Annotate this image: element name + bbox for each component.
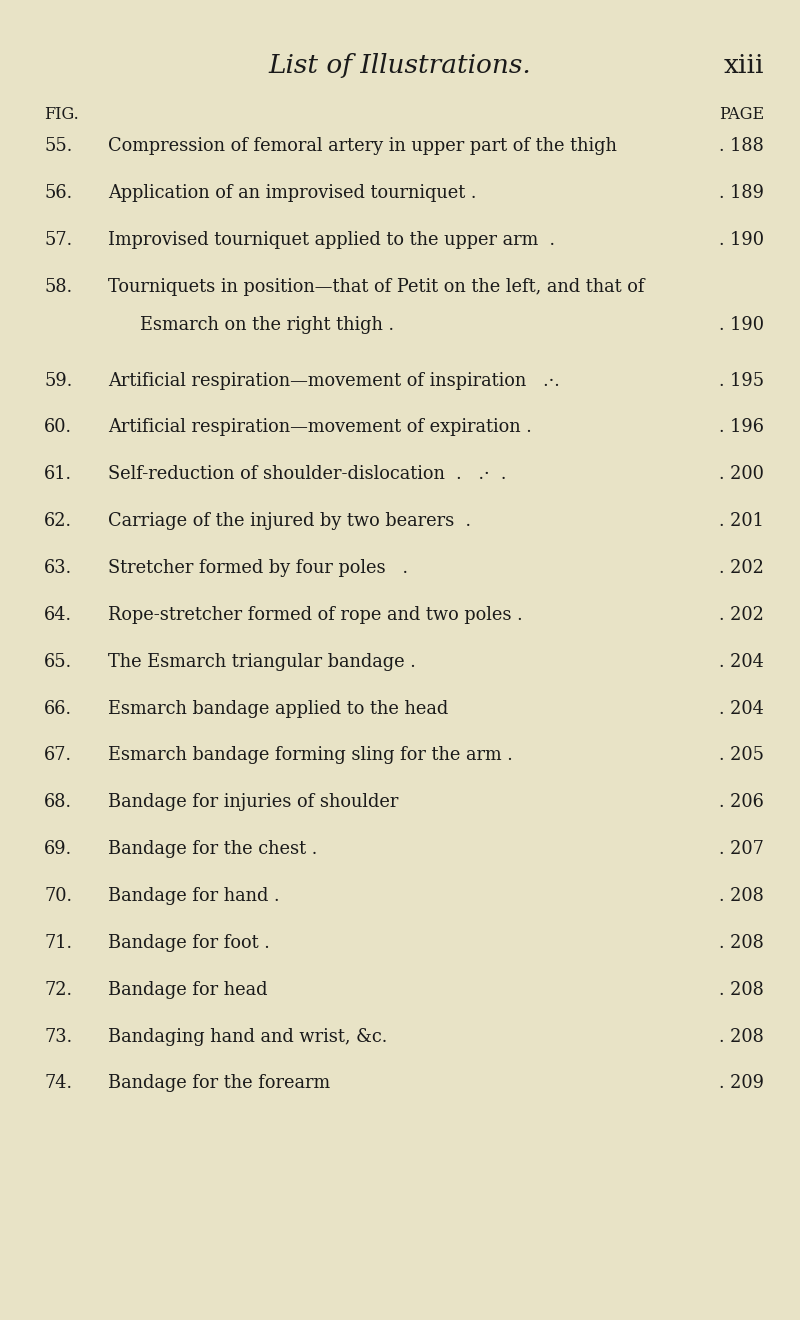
Text: 63.: 63. (44, 558, 72, 577)
Text: 61.: 61. (44, 465, 72, 483)
Text: FIG.: FIG. (44, 106, 78, 123)
Text: Bandage for hand .: Bandage for hand . (108, 887, 279, 906)
Text: 62.: 62. (44, 512, 72, 531)
Text: 72.: 72. (44, 981, 72, 999)
Text: . 206: . 206 (719, 793, 764, 812)
Text: . 202: . 202 (719, 558, 764, 577)
Text: Artificial respiration—movement of inspiration   .·.: Artificial respiration—movement of inspi… (108, 371, 560, 389)
Text: 64.: 64. (44, 606, 72, 624)
Text: Improvised tourniquet applied to the upper arm  .: Improvised tourniquet applied to the upp… (108, 231, 555, 249)
Text: . 208: . 208 (719, 933, 764, 952)
Text: . 201: . 201 (719, 512, 764, 531)
Text: Artificial respiration—movement of expiration .: Artificial respiration—movement of expir… (108, 418, 532, 437)
Text: Esmarch on the right thigh .: Esmarch on the right thigh . (140, 317, 394, 334)
Text: 55.: 55. (44, 137, 72, 156)
Text: 65.: 65. (44, 652, 72, 671)
Text: 70.: 70. (44, 887, 72, 906)
Text: Bandage for the chest .: Bandage for the chest . (108, 840, 318, 858)
Text: . 190: . 190 (719, 317, 764, 334)
Text: 56.: 56. (44, 183, 72, 202)
Text: Bandage for injuries of shoulder: Bandage for injuries of shoulder (108, 793, 398, 812)
Text: xiii: xiii (723, 53, 764, 78)
Text: . 205: . 205 (719, 746, 764, 764)
Text: 60.: 60. (44, 418, 72, 437)
Text: Bandage for foot .: Bandage for foot . (108, 933, 270, 952)
Text: 59.: 59. (44, 371, 72, 389)
Text: Bandaging hand and wrist, &c.: Bandaging hand and wrist, &c. (108, 1027, 387, 1045)
Text: 66.: 66. (44, 700, 72, 718)
Text: . 188: . 188 (719, 137, 764, 156)
Text: . 207: . 207 (719, 840, 764, 858)
Text: 69.: 69. (44, 840, 72, 858)
Text: Esmarch bandage applied to the head: Esmarch bandage applied to the head (108, 700, 448, 718)
Text: Tourniquets in position—that of Petit on the left, and that of: Tourniquets in position—that of Petit on… (108, 277, 645, 296)
Text: . 204: . 204 (719, 652, 764, 671)
Text: . 200: . 200 (719, 465, 764, 483)
Text: . 204: . 204 (719, 700, 764, 718)
Text: 67.: 67. (44, 746, 72, 764)
Text: Bandage for the forearm: Bandage for the forearm (108, 1074, 330, 1093)
Text: 57.: 57. (44, 231, 72, 249)
Text: . 209: . 209 (719, 1074, 764, 1093)
Text: 73.: 73. (44, 1027, 72, 1045)
Text: Self-reduction of shoulder-dislocation  .   .·  .: Self-reduction of shoulder-dislocation .… (108, 465, 506, 483)
Text: 68.: 68. (44, 793, 72, 812)
Text: . 195: . 195 (719, 371, 764, 389)
Text: . 208: . 208 (719, 981, 764, 999)
Text: Application of an improvised tourniquet .: Application of an improvised tourniquet … (108, 183, 476, 202)
Text: The Esmarch triangular bandage .: The Esmarch triangular bandage . (108, 652, 416, 671)
Text: Compression of femoral artery in upper part of the thigh: Compression of femoral artery in upper p… (108, 137, 617, 156)
Text: 74.: 74. (44, 1074, 72, 1093)
Text: 58.: 58. (44, 277, 72, 296)
Text: . 189: . 189 (719, 183, 764, 202)
Text: PAGE: PAGE (719, 106, 764, 123)
Text: . 208: . 208 (719, 887, 764, 906)
Text: . 202: . 202 (719, 606, 764, 624)
Text: . 196: . 196 (719, 418, 764, 437)
Text: 71.: 71. (44, 933, 72, 952)
Text: List of Illustrations.: List of Illustrations. (269, 53, 531, 78)
Text: Rope-stretcher formed of rope and two poles .: Rope-stretcher formed of rope and two po… (108, 606, 522, 624)
Text: Esmarch bandage forming sling for the arm .: Esmarch bandage forming sling for the ar… (108, 746, 513, 764)
Text: Bandage for head: Bandage for head (108, 981, 267, 999)
Text: Stretcher formed by four poles   .: Stretcher formed by four poles . (108, 558, 408, 577)
Text: . 208: . 208 (719, 1027, 764, 1045)
Text: Carriage of the injured by two bearers  .: Carriage of the injured by two bearers . (108, 512, 471, 531)
Text: . 190: . 190 (719, 231, 764, 249)
